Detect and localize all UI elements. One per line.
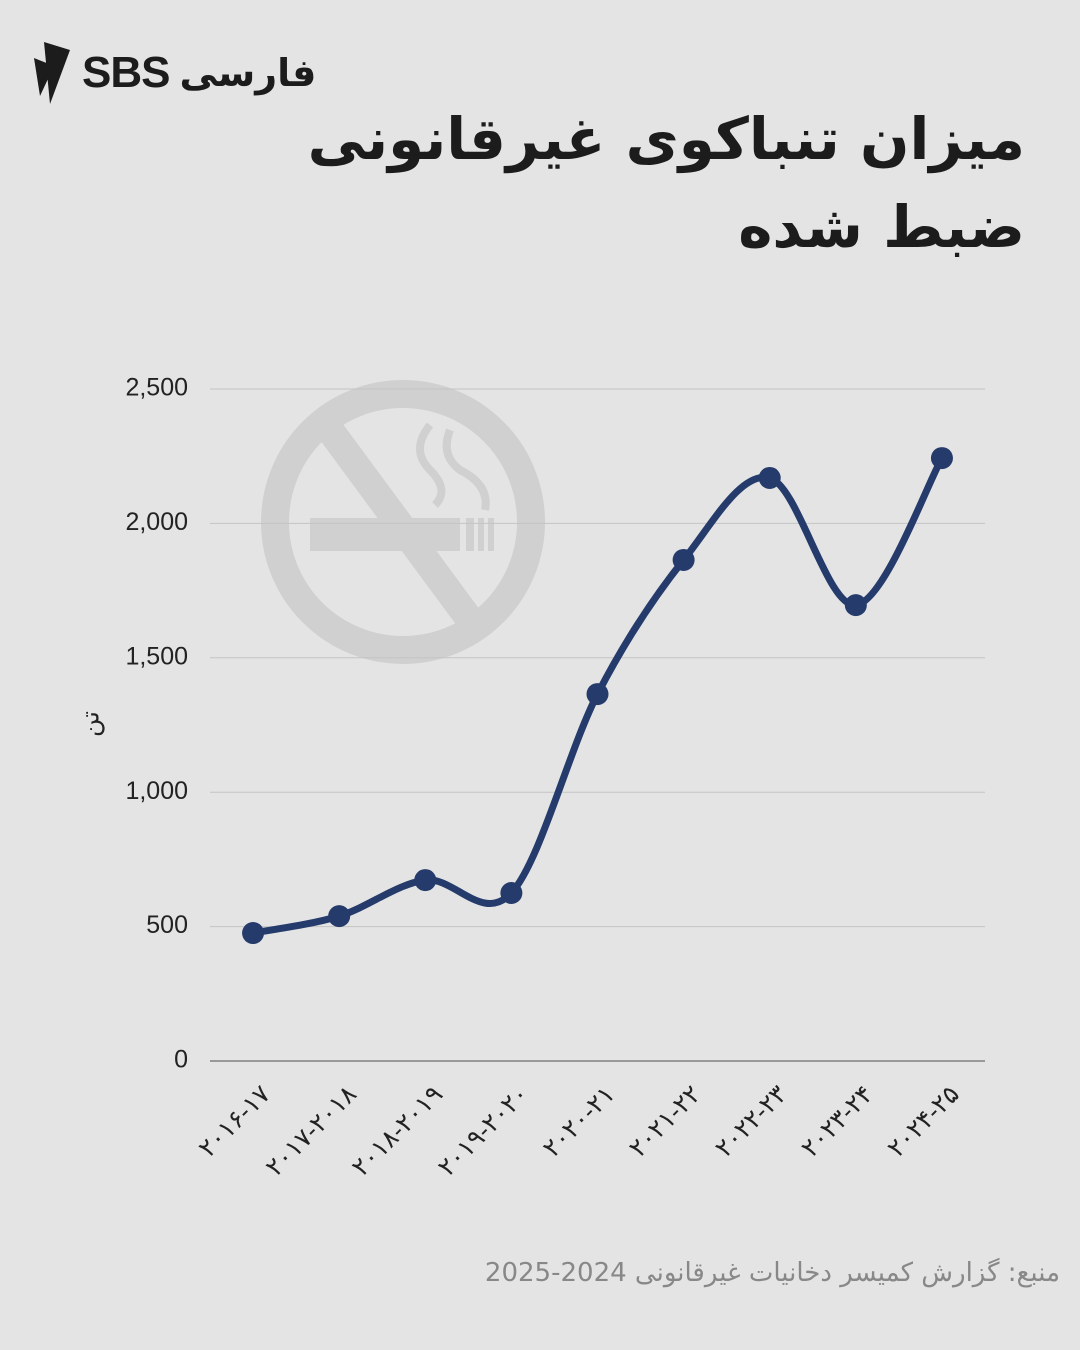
point bbox=[844, 594, 867, 617]
y-tick-label: 1,500 bbox=[125, 642, 188, 670]
point bbox=[328, 905, 351, 928]
point bbox=[586, 683, 609, 706]
x-tick-label: ۲۰۲۴-۲۵ bbox=[882, 1080, 965, 1163]
brand-name: SBS bbox=[82, 48, 170, 97]
point bbox=[672, 548, 695, 571]
y-tick-label: 2,500 bbox=[125, 374, 188, 402]
x-tick-label: ۲۰۱۹-۲۰۲۰ bbox=[433, 1080, 535, 1182]
x-tick-label: ۲۰۲۱-۲۲ bbox=[624, 1080, 707, 1163]
line bbox=[252, 456, 945, 937]
y-axis-label: تن bbox=[77, 711, 106, 737]
point bbox=[414, 869, 437, 892]
point bbox=[242, 922, 265, 945]
y-tick-label: 1,000 bbox=[125, 777, 188, 805]
x-tick-label: ۲۰۱۸-۲۰۱۹ bbox=[347, 1080, 449, 1182]
no-smoking-icon bbox=[261, 380, 545, 664]
y-tick-label: 500 bbox=[146, 911, 188, 939]
x-tick-label: ۲۰۲۲-۲۳ bbox=[710, 1080, 793, 1163]
x-tick-label: ۲۰۲۰-۲۱ bbox=[538, 1080, 621, 1163]
x-tick-label: ۲۰۲۳-۲۴ bbox=[796, 1080, 879, 1163]
x-tick-label: ۲۰۱۶-۱۷ bbox=[193, 1080, 276, 1163]
point bbox=[930, 447, 953, 470]
logo-mark bbox=[34, 42, 70, 104]
y-tick-label: 0 bbox=[174, 1046, 188, 1074]
chart-title: میزان تنباکوی غیرقانونی ضبط شده bbox=[307, 105, 1025, 261]
source: منبع: گزارش کمیسر دخانیات غیرقانونی 2024… bbox=[484, 1258, 1060, 1288]
logo: SBS فارسی bbox=[30, 38, 316, 108]
brand-language: فارسی bbox=[179, 51, 317, 95]
x-tick-label: ۲۰۱۷-۲۰۱۸ bbox=[260, 1080, 362, 1182]
point bbox=[500, 882, 523, 904]
y-tick-label: 2,000 bbox=[125, 508, 188, 536]
point bbox=[758, 466, 781, 489]
